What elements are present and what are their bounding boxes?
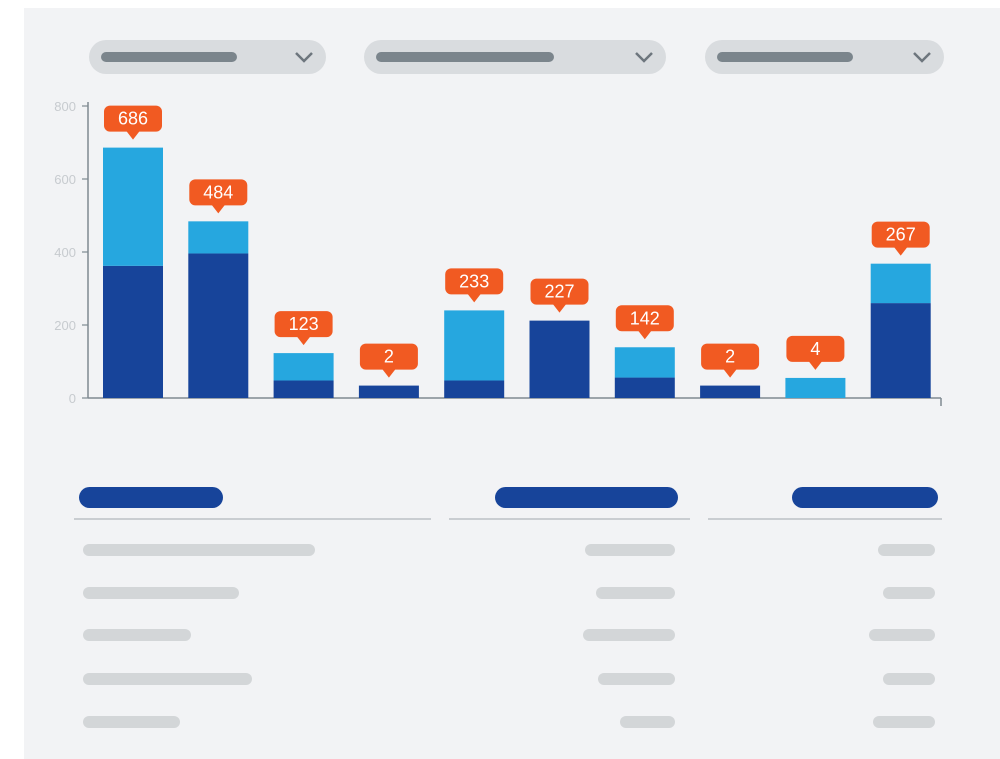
callout-value: 2 [725,347,735,367]
column-divider [74,518,431,520]
callout-bubble [104,105,162,132]
stacked-bar-chart: 0 200 400 600 800 686 484 123 2 233 227 142 2 4 267 [54,99,942,406]
bar-segment-dark [444,380,505,398]
bar-segment-dark [870,303,931,398]
bar-segment-light [870,263,931,304]
filter-dropdown-2[interactable] [364,40,666,74]
y-tick-label: 200 [54,318,76,333]
callout-bubble [530,278,589,305]
value-callout: 2 [359,343,418,378]
callout-value: 227 [544,282,574,302]
column-divider [449,518,690,520]
callout-pointer [296,336,311,346]
table-header-pill-change[interactable] [792,487,938,508]
table-header-pill-name[interactable] [79,487,223,508]
value-callout: 2 [701,343,760,378]
callout-bubble [189,179,248,206]
y-tick-label: 0 [69,391,76,406]
bar-segment-light [444,310,505,381]
value-callout: 4 [786,335,845,370]
callout-pointer [637,330,652,340]
row-label-placeholder [83,629,191,641]
callout-bubble [274,311,333,338]
row-label-placeholder [83,587,239,599]
y-tick-label: 600 [54,172,76,187]
chevron-down-icon [295,52,313,63]
callout-bubble [871,221,930,248]
callout-bubble [615,305,674,332]
row-value-placeholder [598,673,675,685]
callout-value: 142 [630,308,660,328]
callout-value: 484 [203,182,233,202]
value-callout: 142 [615,305,674,340]
y-tick-label: 400 [54,245,76,260]
bar-segment-light [614,347,675,378]
row-change-placeholder [883,673,935,685]
dropdown-placeholder [717,52,853,62]
dropdown-placeholder [376,52,554,62]
column-divider [708,518,942,520]
row-change-placeholder [873,716,935,728]
callout-pointer [552,303,567,313]
value-callout: 484 [189,179,248,214]
row-value-placeholder [596,587,675,599]
bar-segment-dark [358,385,419,398]
bar-segment-light [188,221,249,254]
dropdown-placeholder [101,52,237,62]
callout-pointer [211,204,226,214]
bar-segment-dark [700,385,761,398]
callout-pointer [893,246,908,256]
callout-bubble [359,343,418,370]
filter-dropdown-1[interactable] [89,40,326,74]
callout-pointer [723,368,738,378]
value-callout: 123 [274,311,333,346]
row-value-placeholder [583,629,675,641]
callout-bubble [786,335,845,362]
bar-segment-dark [273,380,334,398]
callout-value: 267 [886,225,916,245]
callout-bubble [701,343,760,370]
value-callout: 686 [104,105,162,140]
table-header-pill-value[interactable] [495,487,678,508]
callout-value: 686 [118,109,148,129]
callout-bubble [445,268,504,295]
chevron-down-icon [635,52,653,63]
value-callout: 267 [871,221,930,256]
value-callout: 233 [445,268,504,303]
callout-value: 123 [289,314,319,334]
row-label-placeholder [83,544,315,556]
row-label-placeholder [83,673,252,685]
callout-pointer [467,293,482,303]
row-label-placeholder [83,716,180,728]
row-change-placeholder [869,629,935,641]
chevron-down-icon [913,52,931,63]
row-change-placeholder [878,544,935,556]
callout-value: 4 [810,339,820,359]
callout-pointer [126,130,140,140]
bar-segment-light [273,353,334,381]
filter-dropdown-3[interactable] [705,40,944,74]
bar-segment-dark [529,320,590,398]
bar-segment-light [785,377,846,398]
value-callout: 227 [530,278,589,313]
row-value-placeholder [620,716,675,728]
callout-pointer [808,360,823,370]
y-tick-label: 800 [54,99,76,114]
bar-segment-dark [188,253,249,398]
callout-value: 233 [459,271,489,291]
bar-segment-light [103,147,163,266]
callout-pointer [381,368,396,378]
row-change-placeholder [883,587,935,599]
bar-segment-dark [614,377,675,398]
bar-segment-dark [103,265,163,398]
row-value-placeholder [585,544,675,556]
callout-value: 2 [384,347,394,367]
